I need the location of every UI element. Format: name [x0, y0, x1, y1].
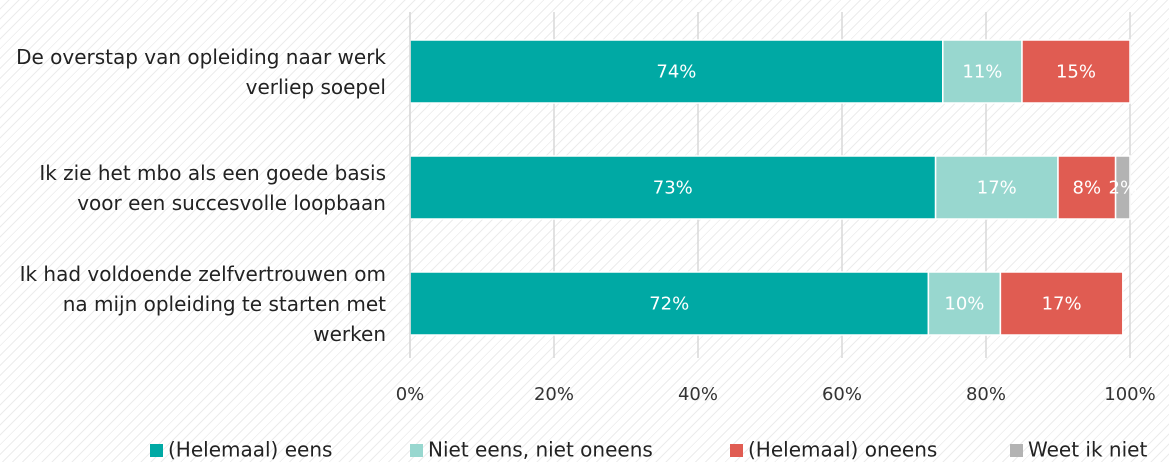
data-label: 72% [649, 294, 689, 315]
x-tick-label: 80% [966, 384, 1006, 405]
category-label: Ik zie het mbo als een goede basis voor … [39, 160, 386, 215]
legend-swatch [730, 444, 743, 457]
data-label: 73% [653, 178, 693, 199]
data-label: 17% [977, 178, 1017, 199]
data-label: 11% [962, 62, 1002, 83]
bar-segment [942, 39, 1023, 104]
data-label: 2% [1109, 178, 1138, 199]
x-tick-label: 100% [1104, 384, 1155, 405]
legend-label: Weet ik niet [1028, 438, 1147, 462]
category-label: De overstap van opleiding naar werk verl… [16, 44, 386, 99]
bar-segment [1114, 155, 1131, 220]
data-label: 15% [1056, 62, 1096, 83]
data-label: 74% [656, 62, 696, 83]
data-label: 17% [1042, 294, 1082, 315]
category-label: Ik had voldoende zelfvertrouwen om na mi… [19, 261, 386, 346]
bar-segment [409, 39, 944, 104]
x-tick-label: 20% [534, 384, 574, 405]
bar-segment [1021, 39, 1131, 104]
x-tick-label: 60% [822, 384, 862, 405]
x-tick-label: 0% [396, 384, 425, 405]
x-tick-label: 40% [678, 384, 718, 405]
data-label: 10% [944, 294, 984, 315]
data-label: 8% [1073, 178, 1102, 199]
bar-segment [934, 155, 1059, 220]
legend-swatch [150, 444, 163, 457]
legend-label: (Helemaal) oneens [748, 438, 937, 462]
legend-swatch [1010, 444, 1023, 457]
legend-label: (Helemaal) eens [168, 438, 332, 462]
legend-label: Niet eens, niet oneens [428, 438, 653, 462]
bar-segment [409, 155, 937, 220]
bar-segment [999, 271, 1124, 336]
legend-swatch [410, 444, 423, 457]
bar-segment [927, 271, 1002, 336]
